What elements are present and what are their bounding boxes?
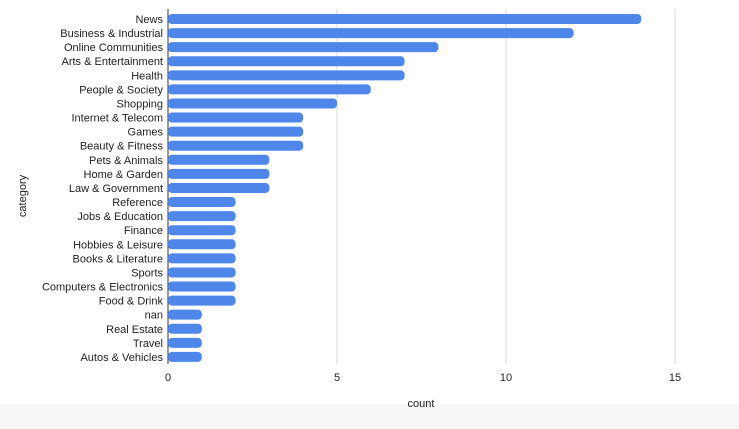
category-label: Health	[131, 70, 163, 82]
category-label: Shopping	[117, 98, 164, 110]
bar	[168, 253, 236, 264]
bar	[168, 309, 202, 320]
x-tick-label: 0	[165, 372, 171, 384]
bar	[168, 281, 236, 292]
category-label: People & Society	[79, 84, 163, 96]
category-label: Finance	[124, 225, 163, 237]
category-label: Books & Literature	[73, 253, 164, 265]
category-label: News	[135, 14, 163, 26]
category-label: Jobs & Education	[77, 211, 163, 223]
category-label: Online Communities	[64, 42, 164, 54]
bottom-band	[0, 404, 739, 429]
category-label: Internet & Telecom	[71, 113, 163, 125]
category-label: Games	[128, 127, 164, 139]
x-tick-label: 10	[500, 372, 512, 384]
x-tick-label: 5	[334, 372, 340, 384]
category-label: Pets & Animals	[89, 155, 163, 167]
bars	[168, 14, 642, 362]
category-label: Food & Drink	[99, 296, 164, 308]
category-label: Home & Garden	[84, 169, 163, 181]
category-label: Reference	[112, 197, 163, 209]
bar	[168, 267, 236, 278]
x-axis-title: count	[408, 398, 435, 410]
category-label: Business & Industrial	[60, 28, 163, 40]
bar	[168, 239, 236, 250]
category-label: Beauty & Fitness	[80, 141, 164, 153]
bar	[168, 98, 337, 109]
bar	[168, 197, 236, 208]
x-tick-label: 15	[669, 372, 681, 384]
bar	[168, 211, 236, 222]
bar	[168, 28, 574, 39]
category-label: Sports	[131, 267, 163, 279]
bar	[168, 42, 439, 53]
bar	[168, 126, 304, 137]
bar	[168, 112, 304, 123]
bar	[168, 168, 270, 179]
category-label: Arts & Entertainment	[62, 56, 164, 68]
category-label: Real Estate	[106, 324, 163, 336]
bar	[168, 84, 371, 95]
category-label: Travel	[133, 338, 163, 350]
bar	[168, 182, 270, 193]
bar	[168, 351, 202, 362]
bar	[168, 337, 202, 348]
bar	[168, 140, 304, 151]
category-label: Autos & Vehicles	[80, 352, 163, 364]
category-label: Hobbies & Leisure	[73, 239, 163, 251]
category-label: Law & Government	[69, 183, 163, 195]
bar	[168, 154, 270, 165]
category-label: Computers & Electronics	[42, 282, 164, 294]
bar	[168, 323, 202, 334]
bar	[168, 295, 236, 306]
grid	[167, 9, 676, 364]
bar	[168, 56, 405, 67]
category-labels: News Business & Industrial Online Communit…	[42, 14, 164, 364]
y-axis-title: category	[17, 174, 29, 217]
bar	[168, 14, 642, 24]
category-label: nan	[145, 310, 163, 322]
bar	[168, 70, 405, 81]
bar	[168, 225, 236, 236]
x-tick-labels: 0 5 10 15	[165, 372, 681, 384]
